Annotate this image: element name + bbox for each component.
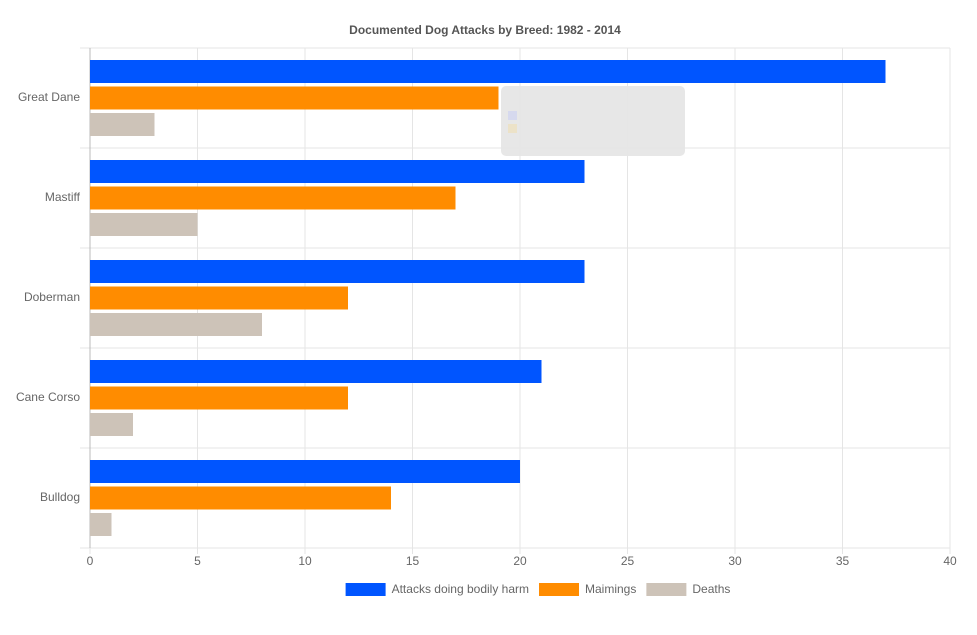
x-tick-label: 0 [87, 554, 94, 568]
x-tick-label: 40 [943, 554, 957, 568]
x-tick-label: 5 [194, 554, 201, 568]
bar [90, 486, 391, 510]
legend-label: Maimings [585, 582, 636, 596]
chart-title: Documented Dog Attacks by Breed: 1982 - … [349, 23, 621, 37]
y-tick-label: Bulldog [40, 490, 80, 504]
tooltip-swatch [508, 111, 517, 120]
legend-swatch [646, 583, 687, 596]
bar [90, 313, 262, 336]
legend-label: Attacks doing bodily harm [392, 582, 529, 596]
bar [90, 413, 133, 436]
y-tick-label: Mastiff [45, 190, 81, 204]
x-tick-label: 10 [298, 554, 312, 568]
x-tick-label: 20 [513, 554, 527, 568]
legend-swatch [345, 583, 386, 596]
x-tick-label: 15 [406, 554, 420, 568]
y-tick-label: Great Dane [18, 90, 80, 104]
bar [90, 460, 520, 483]
x-tick-label: 25 [621, 554, 635, 568]
x-tick-label: 35 [836, 554, 850, 568]
y-tick-label: Doberman [24, 290, 80, 304]
y-tick-label: Cane Corso [16, 390, 80, 404]
bar [90, 386, 348, 410]
bar [90, 260, 585, 283]
tooltip-swatch [508, 124, 517, 133]
tooltip-box [501, 86, 685, 156]
bar [90, 213, 198, 236]
bar [90, 113, 155, 136]
bar [90, 286, 348, 310]
bar [90, 360, 542, 383]
bar [90, 160, 585, 183]
tooltip [501, 86, 685, 156]
bar [90, 513, 112, 536]
bar [90, 186, 456, 210]
bar [90, 60, 886, 83]
bar [90, 86, 499, 110]
legend-swatch [539, 583, 580, 596]
x-tick-label: 30 [728, 554, 742, 568]
legend-label: Deaths [692, 582, 730, 596]
